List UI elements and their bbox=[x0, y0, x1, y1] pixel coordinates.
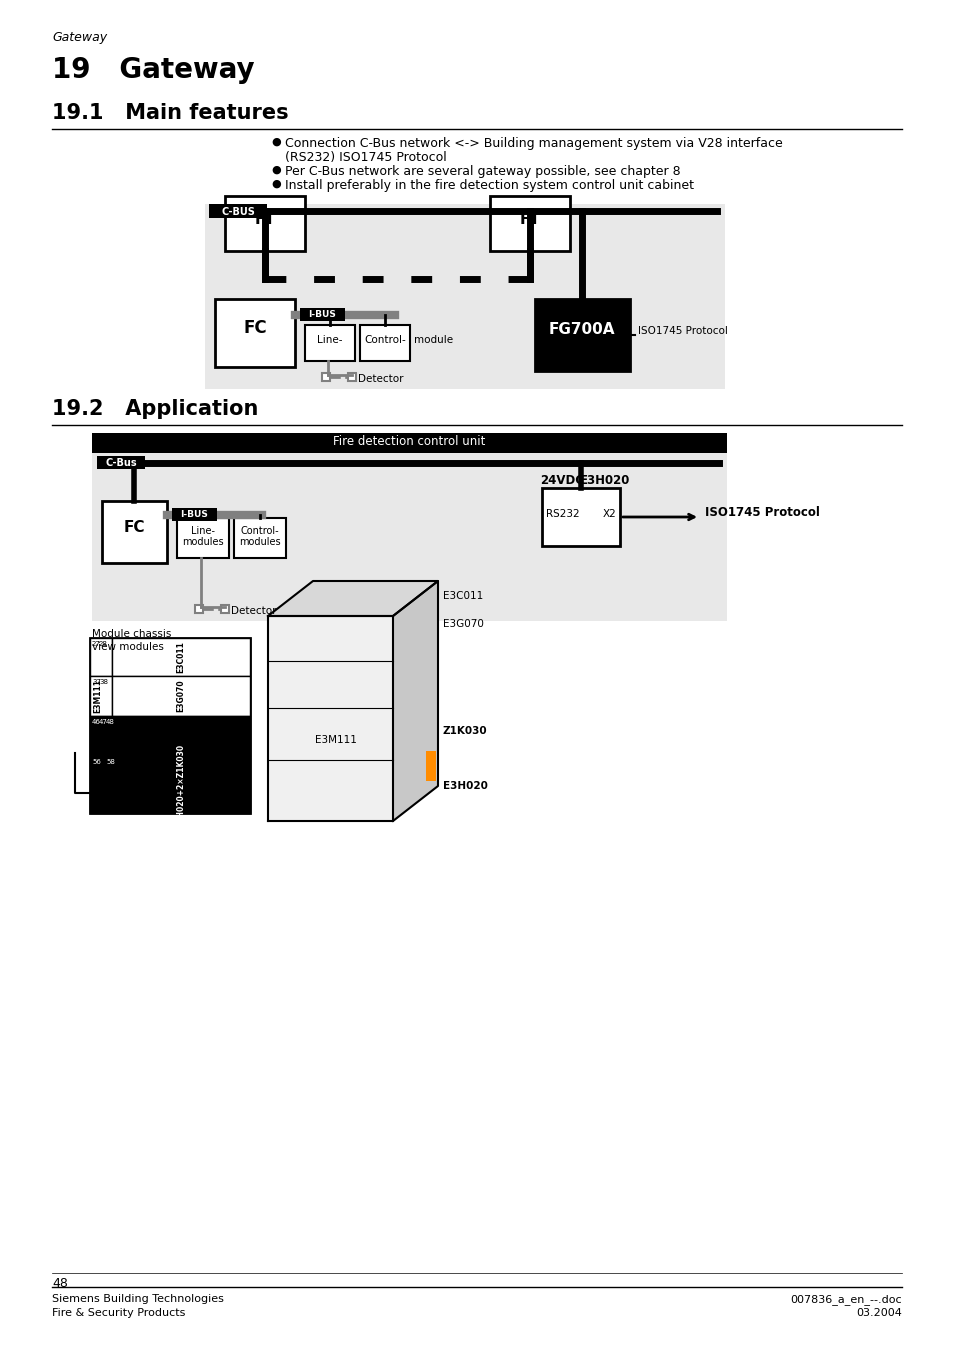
Bar bbox=[221, 605, 229, 613]
Text: 24VDC: 24VDC bbox=[539, 474, 583, 486]
Text: Install preferably in the fire detection system control unit cabinet: Install preferably in the fire detection… bbox=[285, 178, 693, 192]
Text: E3C011: E3C011 bbox=[442, 590, 483, 601]
Text: E3H020: E3H020 bbox=[579, 474, 630, 486]
Text: C-Bus: C-Bus bbox=[105, 458, 136, 467]
Text: 19.2   Application: 19.2 Application bbox=[52, 399, 258, 419]
Bar bbox=[225, 196, 305, 251]
Text: 56: 56 bbox=[91, 759, 101, 765]
Bar bbox=[102, 501, 167, 563]
Text: E3G070: E3G070 bbox=[176, 680, 185, 712]
Text: view modules: view modules bbox=[91, 642, 164, 653]
Bar bbox=[299, 308, 345, 322]
Text: Line-: Line- bbox=[191, 526, 214, 536]
Text: 47: 47 bbox=[99, 719, 108, 725]
Text: 007836_a_en_--.doc: 007836_a_en_--.doc bbox=[789, 1294, 901, 1305]
Bar bbox=[90, 716, 112, 757]
Text: E3H020: E3H020 bbox=[442, 781, 487, 790]
Text: Gateway: Gateway bbox=[52, 31, 107, 45]
Bar bbox=[194, 605, 203, 613]
Bar bbox=[535, 299, 629, 372]
Text: ISO1745 Protocol: ISO1745 Protocol bbox=[704, 507, 819, 520]
Bar bbox=[97, 457, 145, 469]
Text: I-BUS: I-BUS bbox=[308, 309, 335, 319]
Text: (RS232) ISO1745 Protocol: (RS232) ISO1745 Protocol bbox=[285, 151, 446, 163]
Text: Z1K030: Z1K030 bbox=[442, 725, 487, 736]
Text: Per C-Bus network are several gateway possible, see chapter 8: Per C-Bus network are several gateway po… bbox=[285, 165, 679, 178]
Bar bbox=[348, 373, 355, 381]
Text: ●: ● bbox=[271, 165, 280, 176]
Bar bbox=[177, 517, 229, 558]
Text: E3C011: E3C011 bbox=[176, 642, 185, 673]
Text: 46: 46 bbox=[91, 719, 101, 725]
Bar bbox=[112, 716, 250, 757]
Bar bbox=[490, 196, 569, 251]
Bar bbox=[112, 757, 250, 813]
Polygon shape bbox=[268, 581, 437, 616]
Text: E3M111: E3M111 bbox=[92, 680, 102, 713]
Bar bbox=[91, 434, 726, 621]
Text: 48: 48 bbox=[106, 719, 114, 725]
Text: 03.2004: 03.2004 bbox=[855, 1308, 901, 1319]
Text: FC: FC bbox=[123, 520, 145, 535]
Bar bbox=[305, 326, 355, 361]
Text: Siemens Building Technologies: Siemens Building Technologies bbox=[52, 1294, 224, 1304]
Bar bbox=[205, 204, 724, 389]
Bar bbox=[90, 638, 250, 813]
Text: C-BUS: C-BUS bbox=[221, 207, 254, 218]
Bar bbox=[233, 517, 286, 558]
Bar bbox=[112, 676, 250, 716]
Bar bbox=[322, 373, 330, 381]
Text: 38: 38 bbox=[99, 680, 108, 685]
Text: 37: 37 bbox=[91, 680, 101, 685]
Text: 19.1   Main features: 19.1 Main features bbox=[52, 103, 289, 123]
Text: modules: modules bbox=[182, 536, 224, 547]
Text: FG700A: FG700A bbox=[548, 323, 615, 338]
Bar bbox=[541, 488, 619, 546]
Text: 48: 48 bbox=[52, 1277, 68, 1290]
Bar bbox=[90, 676, 112, 716]
Text: Connection C-Bus network <-> Building management system via V28 interface: Connection C-Bus network <-> Building ma… bbox=[285, 136, 781, 150]
Text: RS232: RS232 bbox=[545, 509, 579, 519]
Bar bbox=[90, 757, 112, 813]
Bar bbox=[90, 638, 112, 676]
Bar bbox=[112, 638, 250, 676]
Text: FT: FT bbox=[519, 212, 539, 227]
Text: E3H020+2×Z1K030: E3H020+2×Z1K030 bbox=[176, 743, 185, 827]
Bar bbox=[426, 751, 436, 781]
Text: FT: FT bbox=[254, 212, 275, 227]
Polygon shape bbox=[393, 581, 437, 821]
Text: Detector: Detector bbox=[231, 607, 276, 616]
Polygon shape bbox=[268, 616, 393, 821]
Text: E3G070: E3G070 bbox=[442, 619, 483, 630]
Bar bbox=[359, 326, 410, 361]
Text: Fire & Security Products: Fire & Security Products bbox=[52, 1308, 185, 1319]
Bar bbox=[91, 434, 726, 453]
Text: Control-: Control- bbox=[240, 526, 279, 536]
Text: Fire detection control unit: Fire detection control unit bbox=[333, 435, 485, 449]
Text: Detector: Detector bbox=[357, 374, 403, 384]
Text: X2: X2 bbox=[601, 509, 616, 519]
Text: ISO1745 Protocol: ISO1745 Protocol bbox=[638, 326, 727, 336]
Text: FC: FC bbox=[243, 319, 267, 336]
Text: I-BUS: I-BUS bbox=[180, 509, 208, 519]
Text: Line-: Line- bbox=[317, 335, 342, 345]
Text: module: module bbox=[414, 335, 453, 345]
Text: E3M111: E3M111 bbox=[314, 735, 356, 744]
Text: 19   Gateway: 19 Gateway bbox=[52, 55, 254, 84]
Text: Control-: Control- bbox=[364, 335, 405, 345]
Text: 58: 58 bbox=[106, 759, 114, 765]
Bar bbox=[172, 508, 216, 521]
Text: ●: ● bbox=[271, 136, 280, 147]
Text: Module chassis: Module chassis bbox=[91, 630, 172, 639]
Text: modules: modules bbox=[239, 536, 280, 547]
Text: 27: 27 bbox=[91, 640, 101, 647]
Bar bbox=[214, 299, 294, 367]
Text: 28: 28 bbox=[99, 640, 108, 647]
Text: ●: ● bbox=[271, 178, 280, 189]
Bar bbox=[209, 204, 267, 218]
